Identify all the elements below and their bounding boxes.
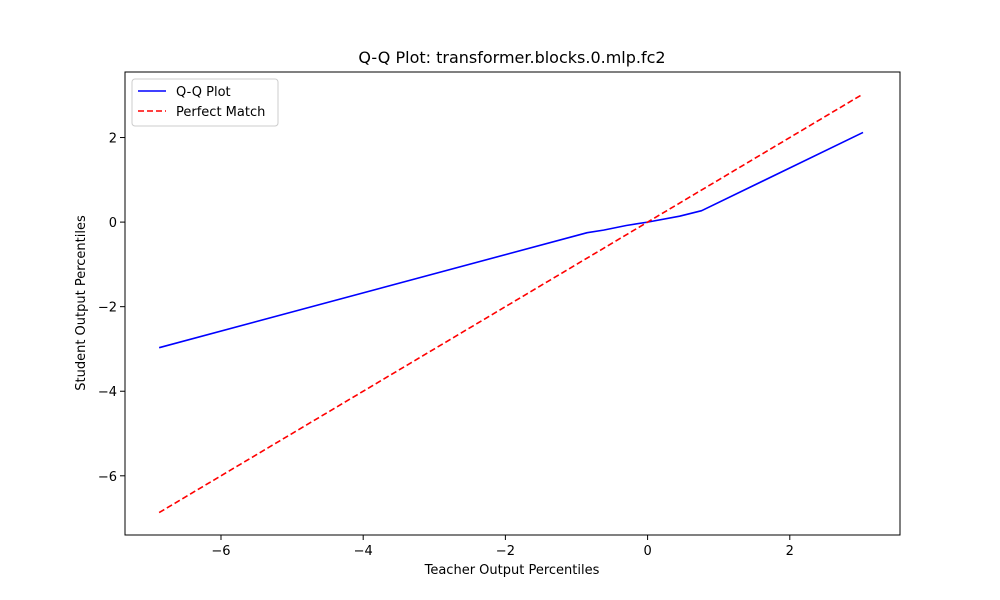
x-tick-label: −6 bbox=[211, 544, 230, 559]
x-axis-label: Teacher Output Percentiles bbox=[424, 563, 600, 578]
x-tick-label: 0 bbox=[643, 544, 651, 559]
legend-label-perfect: Perfect Match bbox=[176, 105, 265, 120]
y-tick-label: 0 bbox=[109, 216, 117, 231]
x-tick-label: −2 bbox=[496, 544, 515, 559]
y-axis-label: Student Output Percentiles bbox=[74, 215, 89, 391]
y-tick-label: −2 bbox=[98, 301, 117, 316]
y-tick-label: −4 bbox=[98, 385, 117, 400]
legend-label-qq: Q-Q Plot bbox=[176, 85, 231, 100]
x-tick-label: 2 bbox=[786, 544, 794, 559]
legend: Q-Q Plot Perfect Match bbox=[131, 78, 279, 127]
series-line-perfect-match bbox=[158, 93, 864, 514]
chart-title: Q-Q Plot: transformer.blocks.0.mlp.fc2 bbox=[358, 48, 665, 67]
plot-frame bbox=[124, 71, 901, 536]
legend-box bbox=[131, 78, 279, 127]
y-tick-label: −6 bbox=[98, 470, 117, 485]
x-tick-label: −4 bbox=[354, 544, 373, 559]
y-tick-label: 2 bbox=[109, 132, 117, 147]
series-line-qq-plot bbox=[158, 131, 864, 349]
